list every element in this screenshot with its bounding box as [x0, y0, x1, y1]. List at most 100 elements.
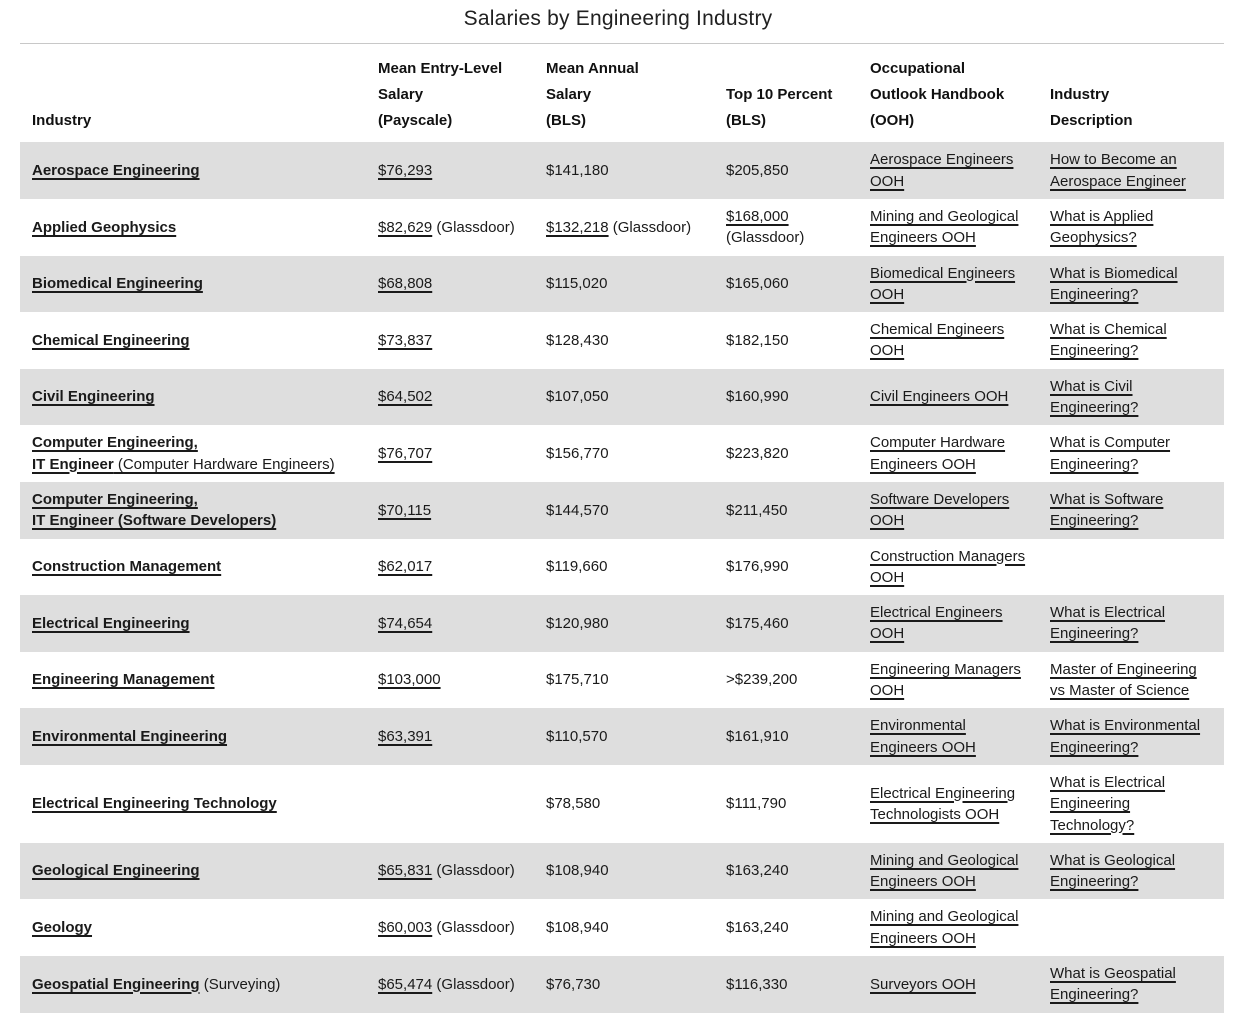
mean-annual-salary-cell: $141,180: [534, 142, 714, 199]
header-line: (OOH): [870, 111, 915, 129]
industry-description-link[interactable]: What is Chemical Engineering?: [1050, 321, 1167, 360]
entry-level-salary-link[interactable]: $70,115: [378, 501, 432, 519]
top-10-percent-text: $175,460: [726, 614, 789, 632]
ooh-link[interactable]: Engineering Managers OOH: [870, 660, 1021, 700]
entry-level-salary-link[interactable]: $65,474: [378, 975, 433, 993]
top-10-percent-cell: $160,990: [714, 369, 858, 426]
entry-level-salary-cell: $63,391: [366, 708, 534, 765]
industry-description-link[interactable]: Master of Engineering vs Master of Scien…: [1050, 660, 1197, 700]
ooh-link[interactable]: Biomedical Engineers OOH: [870, 264, 1016, 303]
col-header-entry-level-salary: Mean Entry-Level Salary (Payscale): [366, 44, 534, 143]
top-10-percent-cell: $182,150: [714, 312, 858, 369]
table-body: Aerospace Engineering $76,293 $141,180 $205…: [20, 142, 1224, 1013]
ooh-link[interactable]: Computer Hardware Engineers OOH: [870, 434, 1006, 473]
industry-description-link[interactable]: What is Civil Engineering?: [1050, 377, 1139, 417]
top-10-percent-text: $163,240: [726, 919, 789, 937]
entry-level-salary-cell: $73,837: [366, 312, 534, 369]
top-10-percent-cell: $163,240: [714, 843, 858, 900]
industry-link[interactable]: Engineering Management: [32, 671, 215, 689]
industry-description-cell: [1038, 899, 1224, 956]
ooh-link[interactable]: Mining and Geological Engineers OOH: [870, 908, 1019, 947]
industry-cell: Geology: [20, 899, 366, 956]
table-row: Biomedical Engineering $68,808 $115,020 $16…: [20, 255, 1224, 313]
mean-annual-salary-text: $144,570: [546, 501, 609, 519]
ooh-cell: Computer Hardware Engineers OOH: [858, 425, 1038, 482]
industry-description-link[interactable]: What is Geological Engineering?: [1050, 851, 1176, 891]
salary-table: Industry Mean Entry-Level Salary (Payscale)…: [20, 43, 1224, 1013]
entry-level-salary-link[interactable]: $74,654: [378, 614, 433, 632]
page-title: Salaries by Engineering Industry: [463, 7, 773, 30]
industry-link[interactable]: Applied Geophysics: [32, 218, 177, 236]
entry-level-salary-cell: $74,654: [366, 595, 534, 652]
industry-link[interactable]: Construction Management: [32, 558, 222, 576]
industry-description-link[interactable]: What is Geospatial Engineering?: [1050, 965, 1176, 1004]
top-10-percent-link[interactable]: $168,000: [726, 207, 789, 225]
mean-annual-salary-text: $175,710: [546, 671, 609, 689]
industry-description-cell: What is Electrical Engineering Technolog…: [1038, 765, 1224, 843]
ooh-link[interactable]: Mining and Geological Engineers OOH: [870, 207, 1019, 247]
entry-level-salary-link[interactable]: $64,502: [378, 388, 433, 406]
top-10-percent-text: $182,150: [726, 331, 789, 349]
industry-cell: Geospatial Engineering (Surveying): [20, 956, 366, 1013]
industry-link[interactable]: Electrical Engineering: [32, 614, 190, 632]
industry-description-link[interactable]: What is Electrical Engineering?: [1050, 604, 1166, 643]
industry-link[interactable]: Aerospace Engineering: [32, 162, 200, 180]
industry-description-link[interactable]: What is Applied Geophysics?: [1050, 207, 1154, 247]
industry-link[interactable]: Environmental Engineering: [32, 727, 228, 745]
entry-level-salary-link[interactable]: $82,629: [378, 218, 433, 236]
industry-link[interactable]: Geological Engineering: [32, 862, 200, 880]
header-line: Outlook Handbook: [870, 85, 1005, 103]
top-10-percent-text: $111,790: [726, 795, 787, 813]
top-10-percent-text: $161,910: [726, 727, 789, 745]
entry-level-salary-link[interactable]: $62,017: [378, 558, 433, 576]
header-line: (BLS): [546, 111, 586, 129]
entry-level-salary-link[interactable]: $103,000: [378, 671, 441, 689]
col-header-mean-annual-salary: Mean Annual Salary (BLS): [534, 44, 714, 143]
industry-link[interactable]: IT Engineer: [32, 455, 114, 473]
industry-description-link[interactable]: What is Environmental Engineering?: [1050, 717, 1201, 756]
table-row: Environmental Engineering $63,391 $110,570…: [20, 708, 1224, 765]
industry-link[interactable]: Geospatial Engineering: [32, 975, 200, 993]
table-row: Geospatial Engineering (Surveying) $65,47…: [20, 956, 1224, 1013]
entry-level-salary-link[interactable]: $68,808: [378, 275, 433, 293]
industry-link[interactable]: Chemical Engineering: [32, 331, 190, 349]
entry-level-salary-link[interactable]: $76,707: [378, 445, 433, 462]
entry-level-salary-link[interactable]: $65,831: [378, 862, 433, 880]
industry-description-link[interactable]: What is Computer Engineering?: [1050, 434, 1171, 473]
industry-link[interactable]: (Computer Hardware Engineers): [113, 455, 335, 473]
mean-annual-salary-cell: $128,430: [534, 312, 714, 369]
header-line: Salary: [378, 85, 424, 103]
industry-link[interactable]: IT Engineer (Software Developers): [32, 512, 277, 530]
entry-level-salary-link[interactable]: $73,837: [378, 331, 433, 349]
industry-link[interactable]: Geology: [32, 919, 93, 937]
ooh-link[interactable]: Mining and Geological Engineers OOH: [870, 851, 1019, 891]
industry-link[interactable]: Electrical Engineering Technology: [32, 795, 277, 813]
col-header-industry-description: Industry Description: [1038, 44, 1224, 143]
industry-link[interactable]: Civil Engineering: [32, 388, 155, 406]
ooh-link[interactable]: Aerospace Engineers OOH: [870, 151, 1014, 190]
industry-link[interactable]: Biomedical Engineering: [32, 275, 203, 293]
industry-description-link[interactable]: What is Biomedical Engineering?: [1050, 264, 1178, 303]
entry-level-salary-link[interactable]: $76,293: [378, 162, 433, 180]
entry-level-salary-link[interactable]: $63,391: [378, 727, 433, 745]
ooh-link[interactable]: Software Developers OOH: [870, 490, 1010, 530]
industry-cell: Electrical Engineering: [20, 595, 366, 652]
ooh-link[interactable]: Environmental Engineers OOH: [870, 717, 976, 756]
industry-description-link[interactable]: What is Software Engineering?: [1050, 490, 1164, 530]
industry-link[interactable]: Computer Engineering,: [32, 490, 198, 508]
industry-description-link[interactable]: What is Electrical Engineering Technolog…: [1050, 773, 1166, 834]
ooh-cell: Mining and Geological Engineers OOH: [858, 843, 1038, 900]
ooh-link[interactable]: Construction Managers OOH: [870, 547, 1026, 586]
ooh-link[interactable]: Surveyors OOH: [870, 975, 976, 993]
ooh-link[interactable]: Electrical Engineers OOH: [870, 604, 1003, 643]
mean-annual-salary-link[interactable]: $132,218: [546, 218, 609, 236]
industry-description-link[interactable]: How to Become an Aerospace Engineer: [1050, 151, 1186, 190]
ooh-link[interactable]: Civil Engineers OOH: [870, 388, 1009, 406]
header-line: Occupational: [870, 60, 966, 77]
ooh-link[interactable]: Chemical Engineers OOH: [870, 321, 1005, 360]
entry-level-salary-cell: $62,017: [366, 539, 534, 596]
ooh-link[interactable]: Electrical Engineering Technologists OOH: [870, 784, 1016, 823]
table-row: Civil Engineering $64,502 $107,050 $160,990…: [20, 368, 1224, 426]
industry-link[interactable]: Computer Engineering,: [32, 434, 198, 452]
entry-level-salary-link[interactable]: $60,003: [378, 919, 433, 937]
